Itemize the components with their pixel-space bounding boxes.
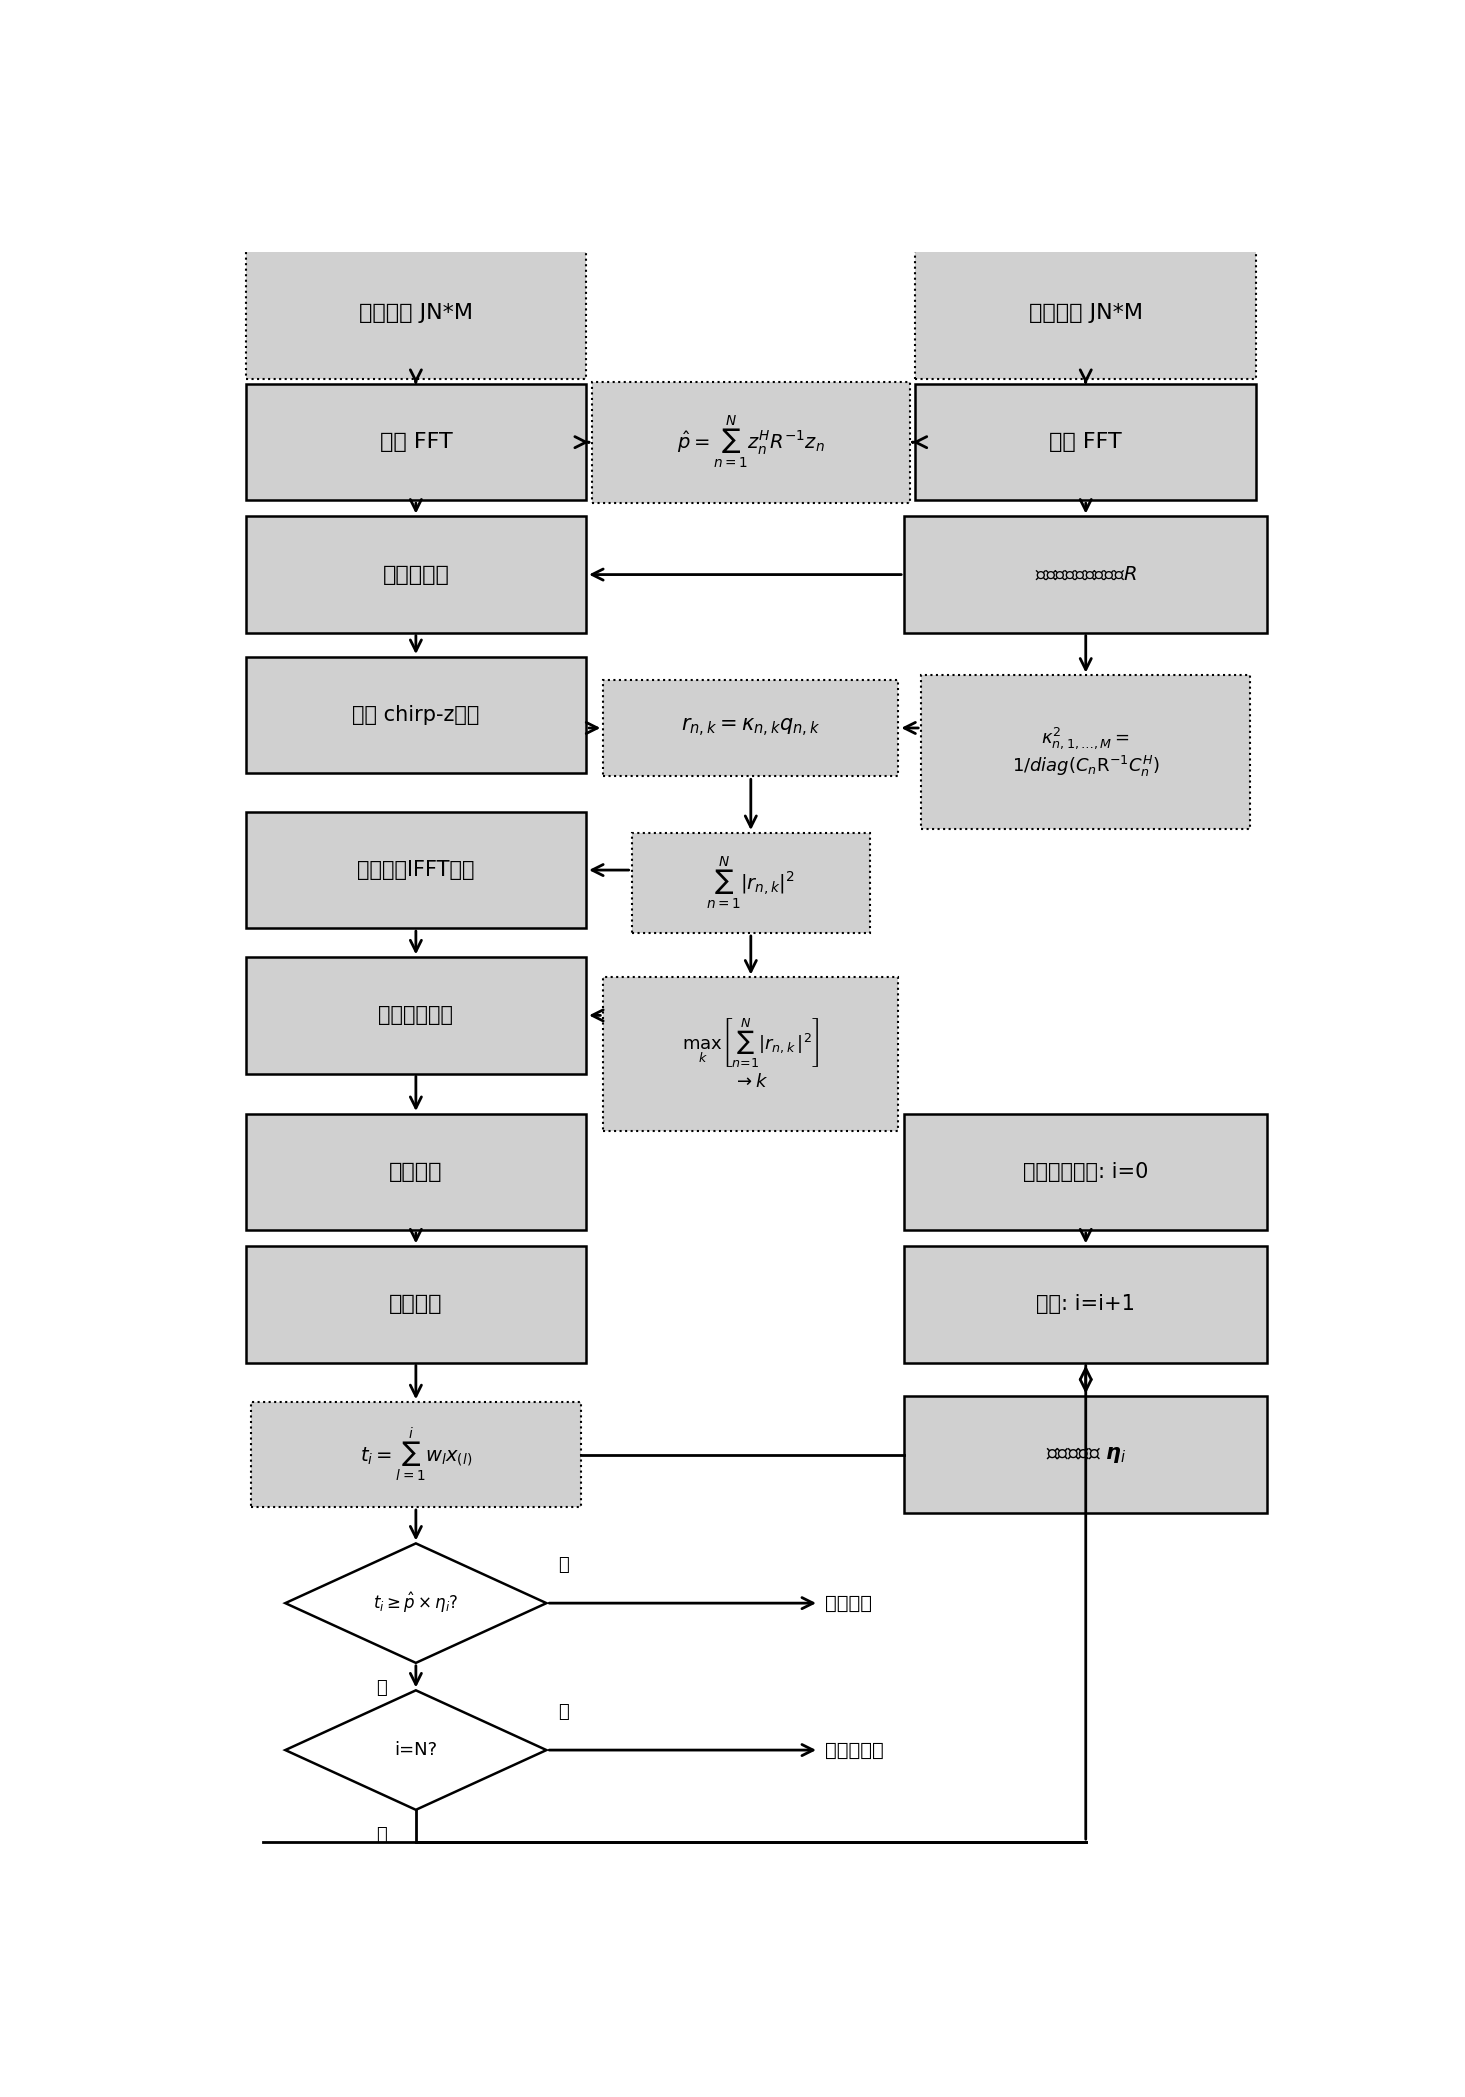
Text: 脉内 FFT: 脉内 FFT xyxy=(1049,432,1122,453)
Text: 是: 是 xyxy=(558,1703,568,1722)
Text: 计数: i=i+1: 计数: i=i+1 xyxy=(1036,1294,1135,1315)
Bar xyxy=(904,1114,1267,1231)
Bar xyxy=(252,1403,580,1508)
Text: 计算平方包络: 计算平方包络 xyxy=(378,1004,453,1025)
Text: 杂波协方差矩阵估计$R$: 杂波协方差矩阵估计$R$ xyxy=(1034,564,1137,585)
Bar xyxy=(246,812,586,929)
Text: 目标存在: 目标存在 xyxy=(825,1594,872,1613)
Bar xyxy=(592,382,910,503)
Polygon shape xyxy=(286,1690,546,1810)
Bar xyxy=(916,247,1256,380)
Text: 脉内 FFT: 脉内 FFT xyxy=(379,432,453,453)
Text: $\max_{k}\left[\sum_{n=1}^{N}|r_{n,k}|^2\right]$
$\rightarrow k$: $\max_{k}\left[\sum_{n=1}^{N}|r_{n,k}|^2… xyxy=(683,1017,819,1090)
Polygon shape xyxy=(286,1543,546,1663)
Bar xyxy=(246,247,586,380)
Text: $\sum_{n=1}^{N}|r_{n,k}|^2$: $\sum_{n=1}^{N}|r_{n,k}|^2$ xyxy=(706,856,795,910)
Text: 否: 否 xyxy=(377,1826,387,1843)
Text: 否: 否 xyxy=(377,1680,387,1696)
Bar xyxy=(604,977,898,1130)
Text: 阈值查找表 $\boldsymbol{\eta}_i$: 阈值查找表 $\boldsymbol{\eta}_i$ xyxy=(1046,1445,1127,1464)
Text: 目标不存在: 目标不存在 xyxy=(825,1741,883,1759)
Text: 初始化计数器: i=0: 初始化计数器: i=0 xyxy=(1023,1162,1149,1183)
Bar xyxy=(246,956,586,1074)
Text: 降序排列: 降序排列 xyxy=(390,1162,442,1183)
Text: 是: 是 xyxy=(558,1556,568,1575)
Text: i=N?: i=N? xyxy=(394,1741,438,1759)
Bar xyxy=(921,675,1250,828)
Text: 检测单元 JN*M: 检测单元 JN*M xyxy=(359,302,473,323)
Bar xyxy=(631,833,870,933)
Text: $t_i=\sum_{l=1}^{i}w_l x_{(l)}$: $t_i=\sum_{l=1}^{i}w_l x_{(l)}$ xyxy=(360,1426,472,1485)
Text: $\kappa^2_{n,1,\ldots,M}=$
$1/diag(C_n{\rm R}^{-1}C_n^H)$: $\kappa^2_{n,1,\ldots,M}=$ $1/diag(C_n{\… xyxy=(1012,726,1159,780)
Text: 预白化处理: 预白化处理 xyxy=(382,564,450,585)
Text: $\hat{p}=\sum_{n=1}^{N}z_n^H R^{-1} z_n$: $\hat{p}=\sum_{n=1}^{N}z_n^H R^{-1} z_n$ xyxy=(677,413,825,470)
Text: 参考单元 JN*M: 参考单元 JN*M xyxy=(1028,302,1143,323)
Bar xyxy=(916,384,1256,501)
Bar xyxy=(246,384,586,501)
Text: 加权处理: 加权处理 xyxy=(390,1294,442,1315)
Bar xyxy=(246,1246,586,1363)
Text: $t_i\geq\hat{p}\times\eta_i?$: $t_i\geq\hat{p}\times\eta_i?$ xyxy=(374,1592,459,1615)
Bar xyxy=(604,679,898,776)
Text: 脉间 chirp-z变换: 脉间 chirp-z变换 xyxy=(352,705,479,726)
Bar xyxy=(904,516,1267,633)
Bar xyxy=(246,516,586,633)
Bar xyxy=(904,1397,1267,1512)
Text: $r_{n,k}=\kappa_{n,k}q_{n,k}$: $r_{n,k}=\kappa_{n,k}q_{n,k}$ xyxy=(681,717,820,738)
Bar xyxy=(904,1246,1267,1363)
Bar xyxy=(246,656,586,774)
Text: 相参脉冲IFFT变换: 相参脉冲IFFT变换 xyxy=(357,860,475,881)
Bar xyxy=(246,1114,586,1231)
